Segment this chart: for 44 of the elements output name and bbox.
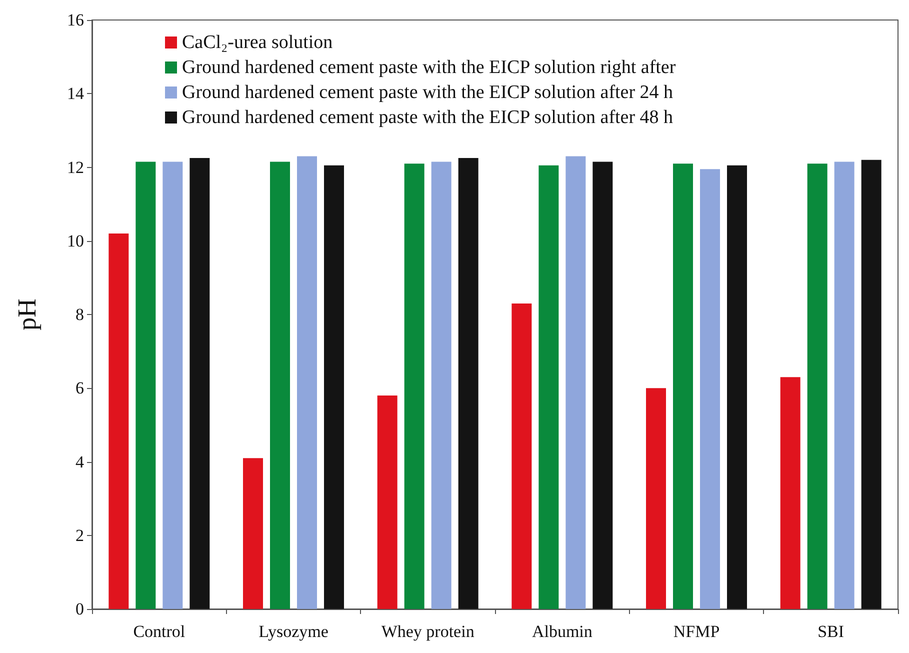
bar [190,158,210,609]
bar [673,164,693,609]
bar [646,388,666,609]
bar [108,234,129,609]
bar [592,162,613,609]
x-tick-label: Lysozyme [258,622,328,641]
bar [566,156,586,609]
x-tick-label: Control [133,622,186,641]
bar [700,169,720,609]
y-tick-label: 16 [67,10,84,30]
bar [377,395,398,609]
bar [431,162,452,609]
bar [243,458,263,609]
x-tick-label: Whey protein [381,622,475,641]
y-axis-title: pH [12,298,42,330]
legend-label: CaCl₂-urea solution [182,32,334,53]
bar [136,162,156,609]
y-tick-label: 0 [76,600,84,618]
bar [404,164,424,609]
x-tick-label: NFMP [673,622,720,641]
y-tick-label: 12 [67,158,84,177]
y-tick-label: 4 [76,452,84,472]
bar [270,162,290,609]
y-tick-label: 6 [76,378,84,398]
y-tick-label: 14 [67,84,84,104]
bar [727,165,747,609]
bar [834,162,854,609]
y-tick-label: 8 [76,305,84,324]
legend-label: Ground hardened cement paste with the EICP solution right after [182,57,676,78]
bar [807,164,828,609]
y-tick-label: 10 [67,231,84,250]
bar [324,165,344,609]
x-tick-label: Albumin [532,622,593,641]
legend-label: Ground hardened cement paste with the EICP solution after 24 h [182,82,674,103]
bar [297,156,317,609]
y-tick-label: 2 [76,526,84,545]
bar [512,303,532,609]
bar [861,160,882,609]
bar [780,377,800,609]
bar [458,158,478,609]
legend-label: Ground hardened cement paste with the EICP solution after 48 h [182,107,674,128]
x-tick-label: SBI [818,622,844,641]
bar [162,162,183,609]
bar [538,165,559,609]
